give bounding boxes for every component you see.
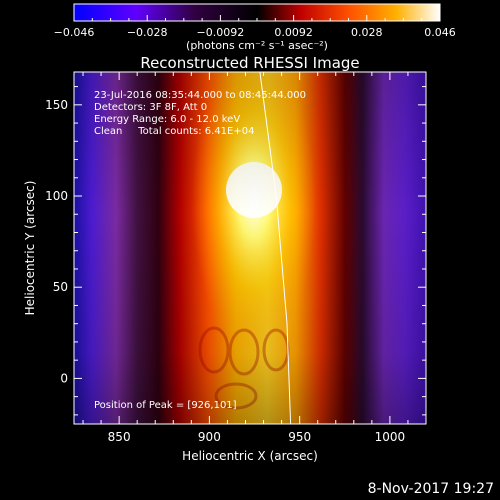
peak-label: Position of Peak = [926,101] <box>94 400 237 411</box>
annotations: 23-Jul-2016 08:35:44.000 to 08:45:44.000… <box>94 90 306 411</box>
y-tick-label: 100 <box>45 189 68 203</box>
colorbar: −0.046 −0.028 −0.0092 0.0092 0.028 0.046 (pho… <box>54 3 456 52</box>
chart-title: Reconstructed RHESSI Image <box>140 54 359 72</box>
annotation-clean: Clean Total counts: 6.41E+04 <box>94 126 254 137</box>
colorbar-tick-label: −0.028 <box>127 26 168 39</box>
colorbar-tick-label: 0.046 <box>424 26 456 39</box>
timestamp: 8-Nov-2017 19:27 <box>367 481 494 497</box>
y-tick-label: 50 <box>53 280 68 294</box>
y-tick-label: 0 <box>60 371 68 385</box>
axis-ticks: 850 900 950 1000 0 50 100 150 <box>45 72 427 444</box>
limb-line <box>259 72 292 424</box>
y-axis-label: Heliocentric Y (arcsec) <box>23 181 37 316</box>
colorbar-ticks: −0.046 −0.028 −0.0092 0.0092 0.028 0.046 <box>54 15 456 39</box>
x-tick-label: 850 <box>108 430 131 444</box>
colorbar-tick-label: 0.0092 <box>274 26 313 39</box>
colorbar-tick-label: −0.0092 <box>197 26 245 39</box>
x-tick-label: 1000 <box>375 430 406 444</box>
colorbar-label: (photons cm⁻² s⁻¹ asec⁻²) <box>186 39 328 52</box>
colorbar-tick-label: −0.046 <box>54 26 95 39</box>
x-tick-label: 900 <box>198 430 221 444</box>
colorbar-tick-label: 0.028 <box>351 26 383 39</box>
annotation-time: 23-Jul-2016 08:35:44.000 to 08:45:44.000 <box>94 90 306 101</box>
annotation-energy: Energy Range: 6.0 - 12.0 keV <box>94 114 240 125</box>
annotation-detectors: Detectors: 3F 8F, Att 0 <box>94 102 207 113</box>
y-tick-label: 150 <box>45 98 68 112</box>
x-tick-label: 950 <box>288 430 311 444</box>
plot-frame <box>73 71 427 425</box>
x-axis-label: Heliocentric X (arcsec) <box>182 449 318 463</box>
heatmap-image <box>74 72 426 424</box>
